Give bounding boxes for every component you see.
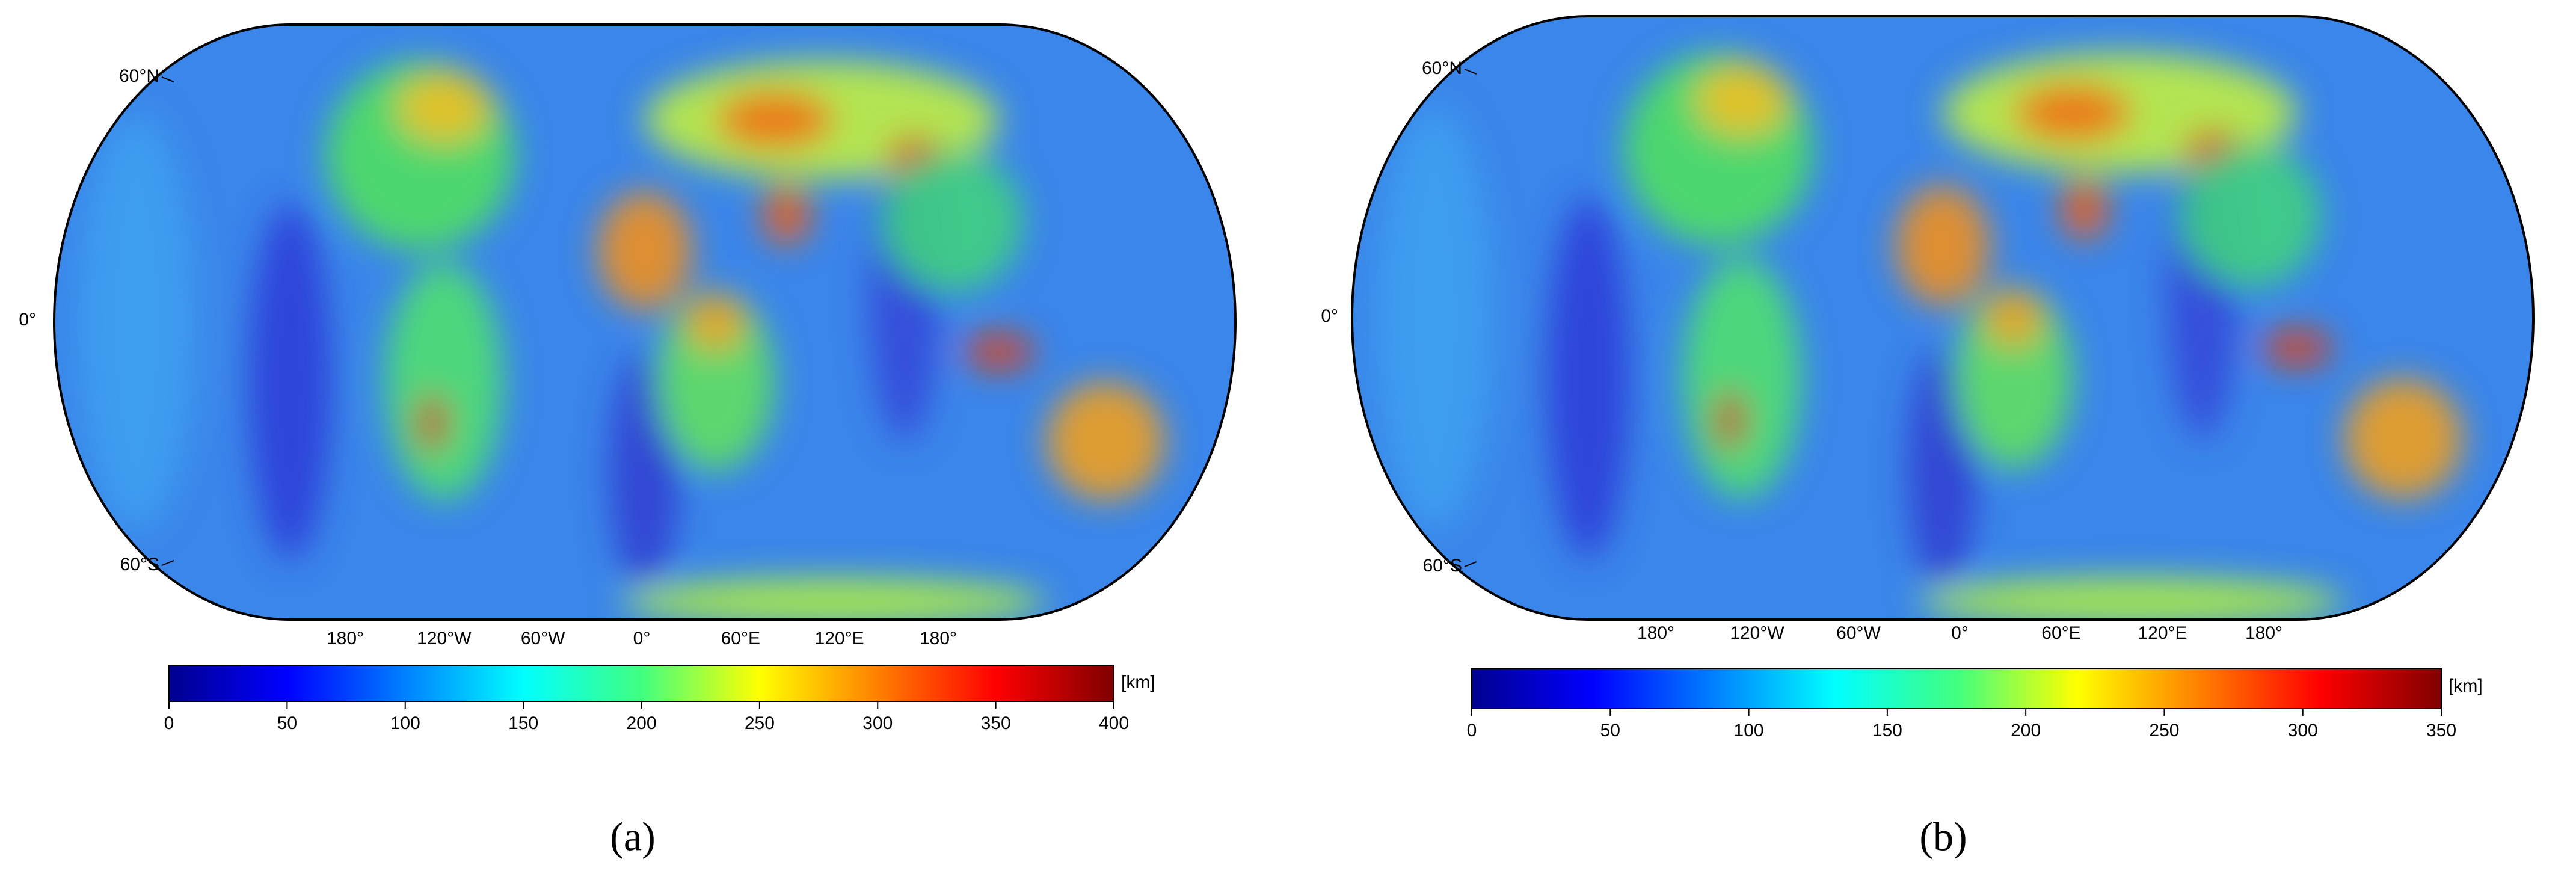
field-blob bbox=[621, 577, 1047, 620]
colorbar-tick-label: 0 bbox=[164, 713, 174, 733]
lat-label: 60°S bbox=[120, 555, 159, 574]
field-blob bbox=[1954, 288, 2073, 469]
field-blob bbox=[1715, 390, 1745, 451]
colorbar-unit: [km] bbox=[1121, 672, 1155, 692]
colorbar-tick-label: 150 bbox=[1872, 721, 1902, 740]
lon-label: 120°W bbox=[1730, 623, 1784, 643]
field-blob bbox=[78, 114, 196, 531]
lon-label: 180° bbox=[1637, 623, 1674, 643]
colorbar-tick-label: 200 bbox=[626, 713, 656, 733]
lon-label: 120°E bbox=[2138, 623, 2187, 643]
field-blob bbox=[384, 262, 503, 501]
colorbar-tick-label: 100 bbox=[390, 713, 420, 733]
panel-label: (a) bbox=[610, 814, 655, 860]
colorbar-tick-label: 50 bbox=[1600, 721, 1620, 740]
lat-label: 60°N bbox=[1422, 58, 1462, 78]
field-blob bbox=[1046, 381, 1165, 501]
field bbox=[78, 60, 1165, 620]
field bbox=[1376, 52, 2463, 620]
lon-label: 60°E bbox=[721, 629, 760, 648]
field-blob bbox=[2261, 330, 2333, 366]
colorbar-tick-label: 150 bbox=[508, 713, 538, 733]
field-blob bbox=[881, 149, 1023, 293]
field-blob bbox=[715, 90, 834, 150]
field-blob bbox=[2178, 143, 2321, 288]
map bbox=[54, 25, 1235, 620]
lon-label: 0° bbox=[633, 629, 651, 648]
field-blob bbox=[1919, 577, 2344, 620]
field-blob bbox=[2013, 82, 2132, 143]
lon-label: 0° bbox=[1951, 623, 1969, 643]
field-blob bbox=[964, 334, 1035, 370]
colorbar-tick-label: 300 bbox=[2288, 721, 2318, 740]
field-blob bbox=[2061, 179, 2108, 240]
field-blob bbox=[2344, 378, 2463, 499]
lon-label: 180° bbox=[2245, 623, 2282, 643]
lon-label: 120°E bbox=[815, 629, 864, 648]
field-blob bbox=[1376, 106, 1494, 529]
map-outline bbox=[1351, 15, 2535, 621]
map-outline bbox=[53, 23, 1237, 621]
colorbar bbox=[1471, 668, 2442, 709]
lat-tick bbox=[161, 76, 174, 82]
colorbar-tick-label: 350 bbox=[981, 713, 1011, 733]
colorbar-unit: [km] bbox=[2448, 676, 2483, 696]
field-blob bbox=[1547, 197, 1630, 559]
panel-label: (b) bbox=[1919, 814, 1967, 860]
field-blob bbox=[763, 185, 810, 245]
field-blob bbox=[686, 292, 745, 352]
field-blob bbox=[1682, 257, 1801, 499]
field-blob bbox=[656, 292, 775, 471]
map bbox=[1352, 16, 2533, 620]
lon-label: 180° bbox=[327, 629, 364, 648]
field-blob bbox=[1694, 64, 1789, 137]
field-blob bbox=[1984, 288, 2043, 348]
lon-label: 60°W bbox=[1836, 623, 1881, 643]
colorbar-tick-label: 400 bbox=[1099, 713, 1129, 733]
field-blob bbox=[1895, 185, 1990, 306]
lat-tick bbox=[1464, 561, 1477, 567]
lat-tick bbox=[1464, 69, 1477, 75]
field-blob bbox=[417, 393, 447, 454]
colorbar-tick-label: 250 bbox=[2149, 721, 2179, 740]
colorbar-tick-label: 350 bbox=[2426, 721, 2456, 740]
lon-label: 60°W bbox=[521, 629, 565, 648]
field-blob bbox=[396, 72, 491, 144]
colorbar-tick-label: 300 bbox=[862, 713, 893, 733]
colorbar-tick-label: 50 bbox=[277, 713, 297, 733]
lat-label: 60°S bbox=[1423, 556, 1462, 576]
lat-label: 60°N bbox=[119, 66, 159, 86]
lat-tick bbox=[161, 560, 174, 566]
lon-label: 180° bbox=[920, 629, 957, 648]
lon-label: 120°W bbox=[417, 629, 472, 648]
field-blob bbox=[597, 191, 692, 310]
colorbar bbox=[168, 665, 1114, 702]
lon-label: 60°E bbox=[2041, 623, 2080, 643]
field-blob bbox=[249, 203, 332, 561]
colorbar-tick-label: 250 bbox=[745, 713, 775, 733]
colorbar-tick-label: 200 bbox=[2011, 721, 2041, 740]
lat-label: 0° bbox=[19, 310, 36, 330]
lat-label: 0° bbox=[1321, 306, 1338, 326]
colorbar-tick-label: 0 bbox=[1467, 721, 1477, 740]
colorbar-tick-label: 100 bbox=[1734, 721, 1764, 740]
